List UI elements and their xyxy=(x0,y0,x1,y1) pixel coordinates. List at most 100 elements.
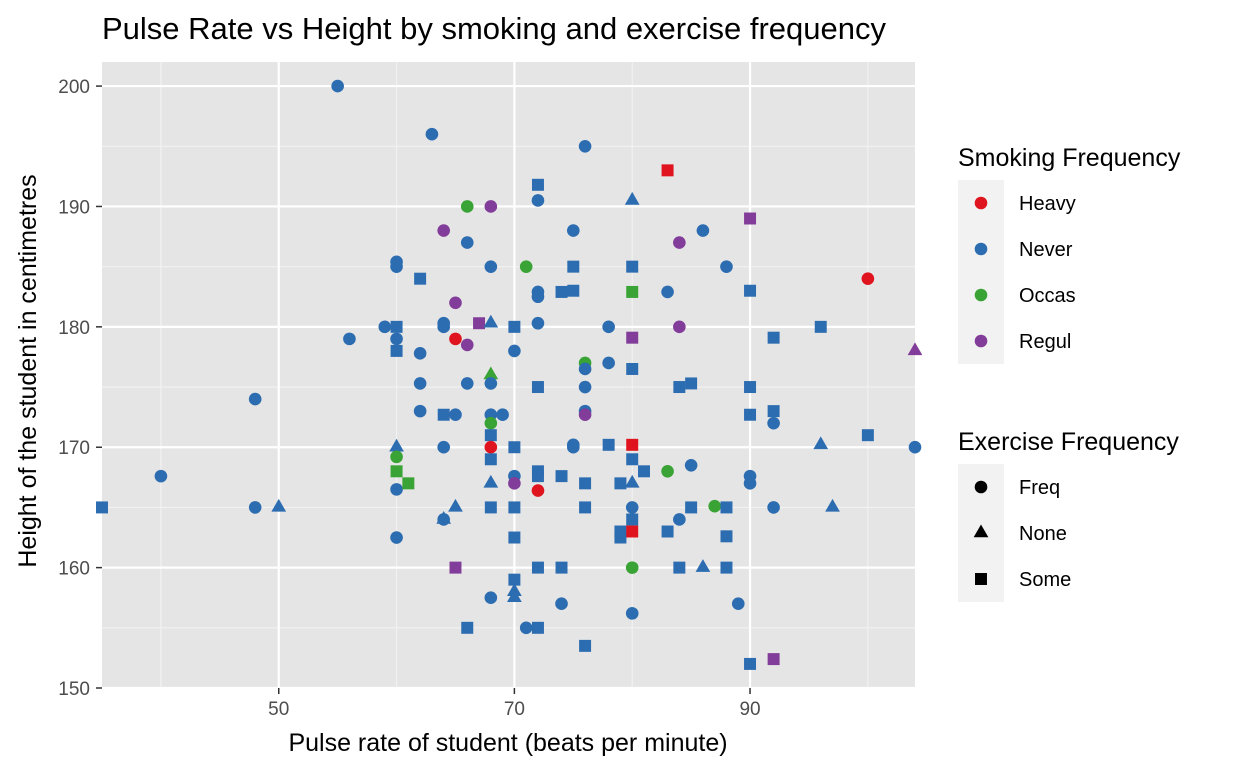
data-point-circle xyxy=(578,380,592,394)
data-point-square xyxy=(531,381,544,394)
y-tick-label: 160 xyxy=(58,559,90,580)
data-point-circle xyxy=(625,561,639,574)
x-tick-label: 90 xyxy=(739,699,760,720)
legend-key-heavy xyxy=(974,196,988,210)
data-point-circle xyxy=(484,416,498,430)
y-tick-label: 170 xyxy=(58,438,90,459)
data-point-square xyxy=(555,470,568,483)
data-point-circle xyxy=(154,469,168,483)
data-point-circle xyxy=(460,200,474,213)
data-point-square xyxy=(508,441,521,454)
data-point-square xyxy=(744,381,757,394)
chart-title: Pulse Rate vs Height by smoking and exer… xyxy=(102,11,887,46)
data-point-square xyxy=(461,621,474,634)
legend-label-occas: Occas xyxy=(1019,285,1076,307)
data-point-circle xyxy=(390,260,403,273)
data-point-square xyxy=(531,561,544,574)
data-point-square xyxy=(449,561,462,574)
data-point-square xyxy=(626,331,639,344)
data-point-circle xyxy=(343,332,356,346)
data-point-circle xyxy=(731,597,745,611)
legend-title: Smoking Frequency xyxy=(958,144,1181,172)
data-point-square xyxy=(531,178,544,191)
data-point-triangle xyxy=(695,559,711,572)
data-point-circle xyxy=(484,591,498,605)
data-point-square xyxy=(567,284,580,297)
data-point-square xyxy=(744,284,757,297)
y-tick-label: 150 xyxy=(58,679,90,700)
data-point-square xyxy=(508,501,521,514)
data-point-triangle xyxy=(907,342,923,356)
data-point-circle xyxy=(519,621,533,635)
data-point-triangle xyxy=(624,191,640,205)
data-point-triangle xyxy=(483,366,499,380)
data-point-circle xyxy=(390,450,403,464)
data-point-square xyxy=(567,260,580,273)
legend-label-never: Never xyxy=(1019,239,1073,261)
data-point-circle xyxy=(519,260,533,273)
data-point-square xyxy=(744,212,757,225)
data-points xyxy=(96,79,923,670)
data-point-circle xyxy=(390,332,403,346)
y-tick-label: 190 xyxy=(58,197,90,218)
data-point-circle xyxy=(484,260,498,273)
data-point-circle xyxy=(708,499,721,513)
legend-key-background xyxy=(958,180,1004,364)
data-point-square xyxy=(720,561,733,574)
data-point-circle xyxy=(531,194,545,207)
data-point-circle xyxy=(567,224,580,237)
data-point-square xyxy=(673,561,686,574)
y-tick-label: 180 xyxy=(58,318,90,339)
data-point-square xyxy=(626,260,639,273)
data-point-square xyxy=(555,561,568,574)
data-point-circle xyxy=(460,338,474,352)
data-point-circle xyxy=(484,200,498,213)
data-point-circle xyxy=(437,320,450,334)
data-point-square xyxy=(614,531,627,544)
data-point-square xyxy=(473,317,486,330)
data-point-circle xyxy=(555,597,568,611)
data-point-square xyxy=(531,621,544,634)
data-point-triangle xyxy=(624,474,640,488)
data-point-circle xyxy=(684,458,698,472)
data-point-square xyxy=(626,525,639,538)
data-point-square xyxy=(626,362,639,375)
data-point-square xyxy=(744,657,757,670)
data-point-circle xyxy=(578,408,592,422)
data-point-triangle xyxy=(825,498,840,512)
exercise-legend: Exercise Frequency Freq None Some xyxy=(958,428,1179,602)
data-point-triangle xyxy=(448,498,463,512)
data-point-circle xyxy=(602,356,615,370)
data-point-circle xyxy=(661,285,674,299)
data-point-square xyxy=(96,501,108,514)
data-point-square xyxy=(626,285,639,298)
data-point-circle xyxy=(331,79,344,93)
data-point-square xyxy=(390,320,403,333)
data-point-circle xyxy=(767,501,780,514)
data-point-circle xyxy=(248,501,262,514)
data-point-circle xyxy=(696,224,710,237)
legend-key-occas xyxy=(974,288,988,302)
data-point-square xyxy=(484,429,497,442)
data-point-triangle xyxy=(271,498,287,512)
data-point-square xyxy=(720,501,733,514)
data-point-square xyxy=(414,272,427,285)
data-point-circle xyxy=(449,332,462,346)
x-tick-label: 50 xyxy=(268,699,289,720)
data-point-circle xyxy=(673,513,686,526)
data-point-square xyxy=(685,501,698,514)
y-tick-label: 200 xyxy=(58,77,90,98)
data-point-square xyxy=(579,477,592,490)
data-point-square xyxy=(390,465,403,478)
data-point-triangle xyxy=(389,438,404,452)
data-point-circle xyxy=(531,484,545,497)
data-point-triangle xyxy=(436,510,452,524)
data-point-circle xyxy=(248,392,262,406)
data-point-square xyxy=(484,501,497,514)
legend-title: Exercise Frequency xyxy=(958,428,1179,456)
data-point-circle xyxy=(625,501,639,514)
data-point-square xyxy=(638,465,650,478)
legend-key-never xyxy=(974,242,988,256)
legend-label-freq: Freq xyxy=(1019,477,1060,499)
